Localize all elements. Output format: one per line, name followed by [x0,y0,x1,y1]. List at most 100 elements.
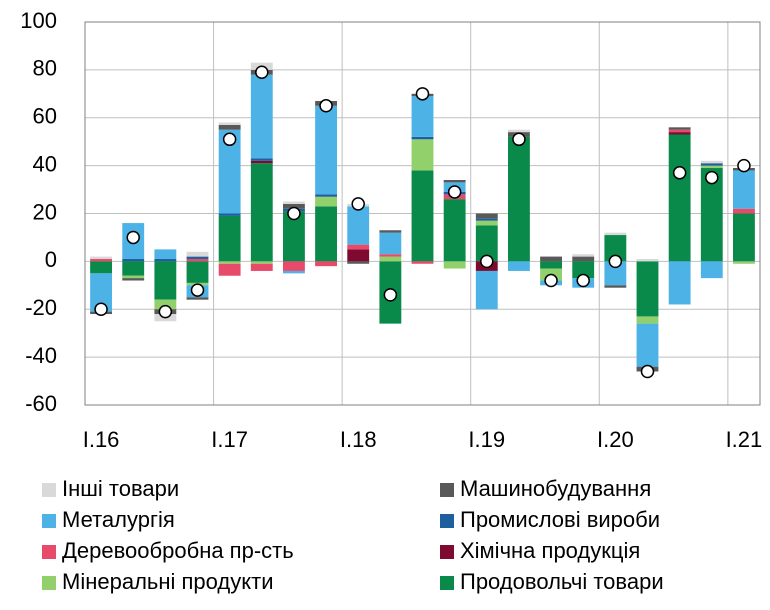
total-marker [351,197,365,211]
legend-swatch [440,514,454,528]
total-marker [287,206,301,221]
bar-segment [540,261,562,269]
legend-swatch [42,545,56,559]
bar-segment [636,258,659,262]
bar-segment [250,74,273,159]
x-tick-label: I.20 [597,427,634,452]
bar-segment [347,244,370,250]
bar-segment [283,261,305,271]
bar-segment [733,208,755,214]
legend-label: Продовольчі товари [460,569,664,594]
bar-segment [572,256,595,262]
bar-segment [283,270,305,274]
bar-segment [315,196,337,207]
bar-segment [218,129,241,214]
bar-segment [411,139,434,171]
legend-swatch [440,483,454,497]
bar-segment [250,160,273,164]
bar-segment [411,261,434,264]
bar-segment [122,278,145,281]
total-marker [222,132,237,147]
bar-segment [668,127,691,130]
legend-swatch [440,576,454,590]
y-tick-label: -20 [25,295,57,320]
bar-segment [315,206,337,262]
y-tick-label: 80 [33,56,57,81]
bar-segment [122,258,145,262]
bar-segment [218,215,241,262]
x-tick-label: I.21 [726,427,763,452]
total-marker [319,99,333,113]
bar-segment [572,261,595,279]
total-marker [640,364,655,379]
bar-segment [443,261,466,269]
total-marker [512,132,526,147]
total-marker [672,166,687,180]
bar-segment [443,179,466,183]
total-marker [705,170,719,185]
bar-segment [443,199,466,262]
bar-segment [90,273,112,312]
bar-segment [604,235,627,262]
bar-segment [122,275,145,279]
bar-segment [668,129,691,133]
total-marker [544,273,558,288]
bar-segment [250,158,273,161]
bar-segment [186,297,209,300]
bar-segment [250,263,273,271]
bar-segment [154,249,177,259]
bar-segment [411,96,434,137]
bar-segment [154,258,177,262]
bar-segment [379,256,402,262]
bar-segment [733,213,755,262]
bar-segment [315,194,337,197]
y-tick-label: 40 [33,151,57,176]
bar-segment [250,163,273,262]
bar-segment [668,132,691,135]
bar-segment [700,165,723,169]
bar-segment [668,261,691,305]
total-marker [576,273,590,288]
y-tick-label: 60 [33,104,57,129]
bar-segment [475,213,498,219]
bar-segment [379,230,402,233]
bar-segment [186,251,209,257]
bar-segment [218,213,241,216]
bar-segment [315,105,337,195]
bar-segment [379,254,402,257]
bar-segment [347,261,370,264]
bar-segment [218,263,241,276]
bar-segment [250,261,273,264]
bar-segment [508,261,530,271]
bar-segment [540,256,562,262]
y-tick-label: -40 [25,343,57,368]
bar-segment [283,201,305,204]
total-marker [480,254,494,269]
legend-label: Деревообробна пр-сть [62,538,294,563]
bar-segment [154,299,177,310]
legend-swatch [42,514,56,528]
bar-segment [604,232,627,236]
bar-segment [90,258,112,262]
bar-segment [475,220,498,226]
legend-label: Промислові вироби [460,507,660,532]
total-marker [94,302,108,316]
total-marker [255,65,269,80]
bar-segment [186,256,209,259]
bar-segment [411,136,434,140]
x-tick-label: I.19 [468,427,505,452]
bar-segment [315,261,337,267]
legend-label: Мінеральні продукти [62,569,274,594]
bar-segment [700,168,723,262]
total-marker [608,254,623,269]
bar-segment [90,256,112,259]
bar-segment [283,203,305,209]
y-tick-label: 0 [45,247,57,272]
bar-segment [218,124,241,130]
bar-segment [347,249,370,262]
bar-segment [283,211,305,262]
bar-segment [508,136,530,262]
bar-segment [604,261,627,286]
bar-segment [218,122,241,125]
